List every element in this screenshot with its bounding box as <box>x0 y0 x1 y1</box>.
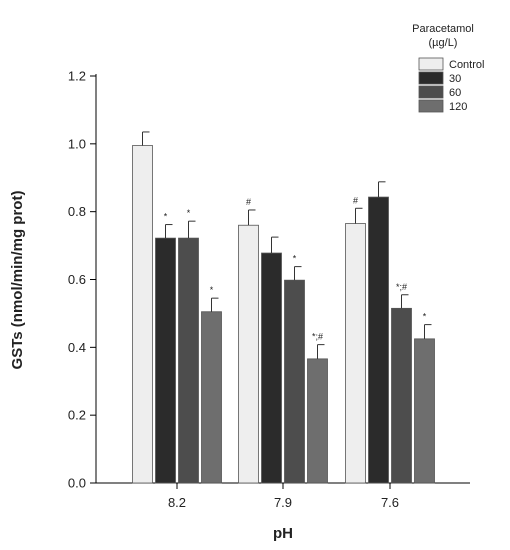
bar-60-8-2 <box>178 237 199 484</box>
legend: Paracetamol (µg/L) Control 30 60 120 <box>412 23 484 113</box>
bar-120-8-2 <box>201 311 222 484</box>
legend-swatch-60 <box>418 85 444 99</box>
y-axis: 0.0 0.2 0.4 0.6 0.8 1.0 1.2 <box>68 69 97 491</box>
significance-label: # <box>353 195 358 205</box>
significance-label: * <box>210 285 214 295</box>
legend-label: 120 <box>449 101 467 113</box>
y-tick-label: 0.4 <box>68 340 86 355</box>
bar-120-7-9 <box>307 358 328 484</box>
y-tick-label: 1.0 <box>68 136 86 151</box>
y-tick-label: 0.6 <box>68 272 86 287</box>
bar-30-7-6 <box>368 196 389 484</box>
legend-title: Paracetamol <box>412 23 474 35</box>
bar-60-7-9 <box>284 279 305 484</box>
bar-60-7-6 <box>391 307 412 484</box>
x-axis-title: pH <box>273 525 293 542</box>
bars: * * * # * *;# # *;# * <box>132 131 435 484</box>
significance-label: * <box>187 208 191 218</box>
legend-swatch-30 <box>418 71 444 85</box>
legend-label: 60 <box>449 87 461 99</box>
x-axis: 8.2 7.9 7.6 <box>96 482 470 510</box>
bar-120-7-6 <box>414 338 435 484</box>
bar-30-8-2 <box>155 237 176 484</box>
legend-swatch-control <box>418 57 444 71</box>
legend-label: Control <box>449 59 484 71</box>
y-tick-label: 0.8 <box>68 204 86 219</box>
significance-label: *;# <box>312 332 323 342</box>
y-tick-label: 0.0 <box>68 476 86 491</box>
bar-control-7-9 <box>238 224 259 484</box>
significance-label: * <box>423 312 427 322</box>
significance-label: * <box>293 254 297 264</box>
significance-label: * <box>164 212 168 222</box>
legend-swatch-120 <box>418 99 444 113</box>
significance-label: # <box>246 197 251 207</box>
bar-control-7-6 <box>345 223 366 484</box>
y-tick-label: 1.2 <box>68 69 86 84</box>
bar-30-7-9 <box>261 252 282 484</box>
legend-title-unit: (µg/L) <box>429 37 458 49</box>
x-tick-label: 8.2 <box>168 495 186 510</box>
y-tick-label: 0.2 <box>68 408 86 423</box>
x-tick-label: 7.6 <box>381 495 399 510</box>
legend-label: 30 <box>449 73 461 85</box>
significance-label: *;# <box>396 282 407 292</box>
y-axis-title: GSTs (nmol/min/mg prot) <box>9 191 26 370</box>
x-tick-label: 7.9 <box>274 495 292 510</box>
bar-control-8-2 <box>132 145 153 484</box>
